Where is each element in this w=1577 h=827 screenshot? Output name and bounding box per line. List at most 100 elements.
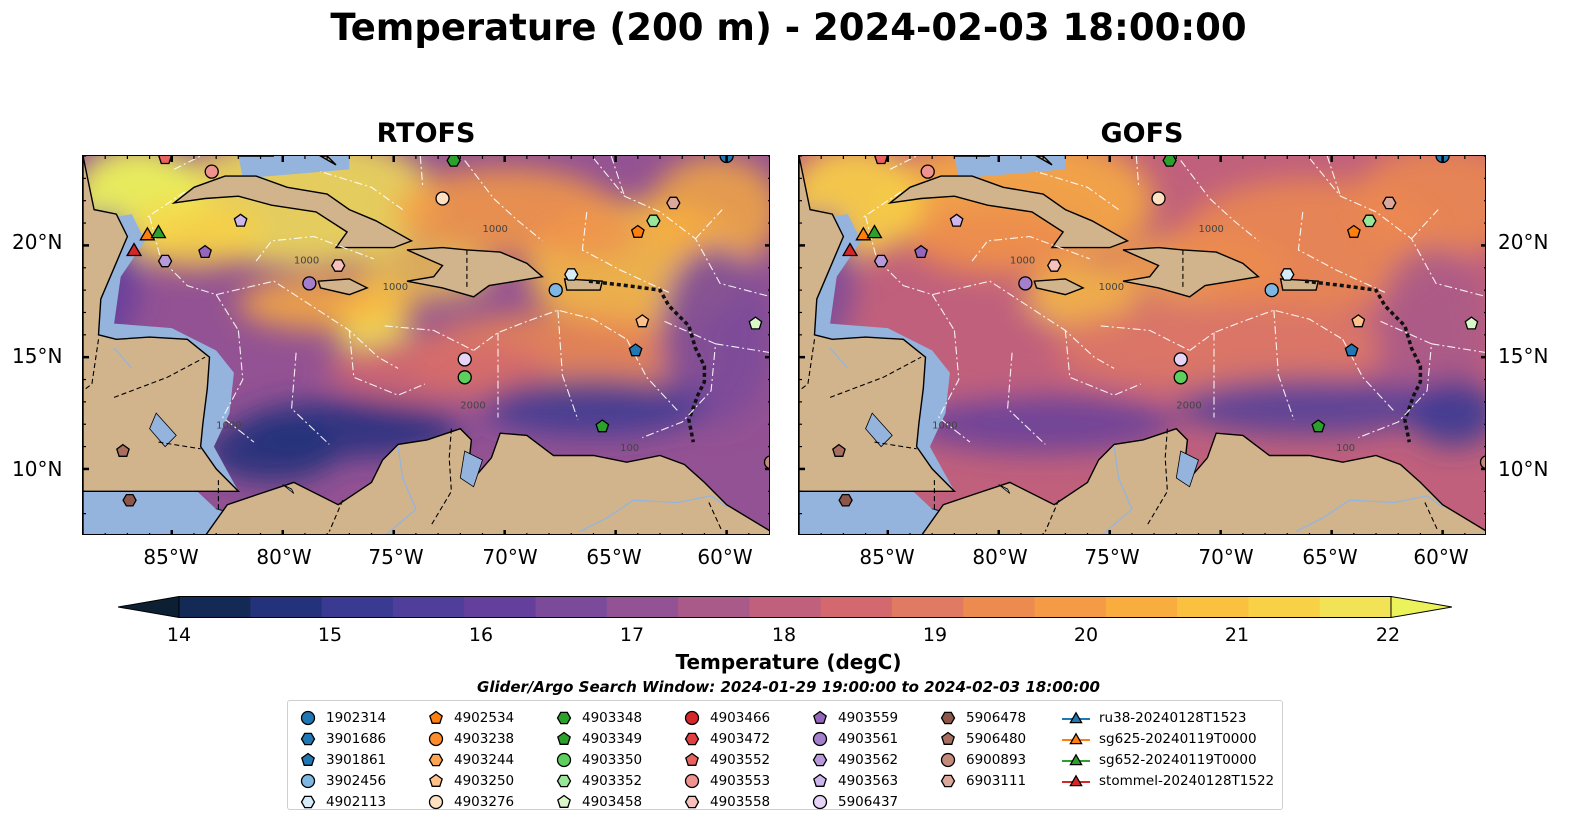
border-2 bbox=[874, 441, 917, 450]
marker-stommel-20240128T1522[interactable] bbox=[841, 242, 859, 257]
marker-4903563[interactable] bbox=[233, 213, 248, 227]
eez-boundary-15 bbox=[1358, 320, 1433, 439]
bathymetry-contour-label: 1000 bbox=[932, 421, 957, 432]
marker-4903561[interactable] bbox=[1018, 276, 1033, 291]
marker-stommel-20240128T1522[interactable] bbox=[125, 242, 143, 257]
marker-5906480[interactable] bbox=[116, 443, 130, 457]
marker-6903111[interactable] bbox=[1382, 196, 1397, 210]
legend-label: 4903350 bbox=[582, 751, 643, 768]
lake-2 bbox=[998, 484, 1011, 494]
marker-4903458[interactable] bbox=[1464, 316, 1479, 330]
colorbar-tick-14: 14 bbox=[166, 624, 192, 646]
marker-4902534[interactable] bbox=[1346, 224, 1361, 238]
marker-4903561[interactable] bbox=[302, 276, 317, 291]
eez-boundary-11 bbox=[581, 211, 670, 293]
legend-marker-icon bbox=[556, 752, 572, 767]
legend-marker-icon bbox=[684, 710, 700, 725]
legend-item: 4902113 bbox=[298, 791, 386, 812]
marker-sg652-20240119T0000[interactable] bbox=[866, 224, 883, 239]
marker-4903349[interactable] bbox=[1311, 419, 1326, 433]
marker-4903350[interactable] bbox=[457, 370, 472, 385]
marker-4903558[interactable] bbox=[330, 259, 346, 272]
marker-4903552[interactable] bbox=[158, 156, 173, 165]
figure-title: Temperature (200 m) - 2024-02-03 18:00:0… bbox=[330, 6, 1247, 49]
marker-4903563[interactable] bbox=[949, 213, 964, 227]
marker-sg652-20240119T0000[interactable] bbox=[150, 224, 167, 239]
colorbar-segment bbox=[891, 596, 964, 618]
marker-4903250[interactable] bbox=[1351, 314, 1366, 328]
gofs-temperature-map[interactable]: 1000 2000 100 1000 1000 1000 bbox=[798, 155, 1486, 535]
colorbar-tick-15: 15 bbox=[317, 624, 343, 646]
legend-marker-4903238 bbox=[428, 731, 444, 746]
marker-4903352[interactable] bbox=[646, 214, 661, 228]
marker-4903348[interactable] bbox=[446, 156, 461, 167]
marker-4903250[interactable] bbox=[635, 314, 650, 328]
lon-label-60w-left: 60°W bbox=[697, 545, 753, 569]
legend-marker-3902456 bbox=[300, 773, 316, 788]
marker-4903562[interactable] bbox=[157, 254, 173, 268]
legend-marker-4903466 bbox=[684, 710, 700, 725]
legend-item: 4903466 bbox=[682, 707, 770, 728]
legend-marker-icon bbox=[684, 732, 700, 745]
bathymetry-contour-label: 1000 bbox=[1099, 282, 1124, 293]
legend-marker-icon bbox=[428, 794, 444, 809]
marker-5906480[interactable] bbox=[832, 443, 846, 457]
marker-4903458[interactable] bbox=[748, 316, 763, 330]
legend-marker-icon bbox=[1062, 710, 1090, 723]
marker-4903559[interactable] bbox=[198, 244, 212, 259]
marker-4902534[interactable] bbox=[630, 224, 645, 238]
marker-3901861[interactable] bbox=[628, 343, 643, 357]
marker-4903553[interactable] bbox=[920, 164, 935, 179]
land-jamaica bbox=[317, 278, 369, 296]
marker-5906478[interactable] bbox=[122, 493, 137, 507]
legend-marker-icon bbox=[300, 732, 316, 745]
marker-6900893[interactable] bbox=[763, 455, 771, 470]
marker-6900893[interactable] bbox=[1479, 455, 1487, 470]
marker-4903553[interactable] bbox=[204, 164, 219, 179]
marker-4903276[interactable] bbox=[1151, 191, 1166, 206]
marker-4903559[interactable] bbox=[914, 244, 928, 259]
marker-4902113[interactable] bbox=[564, 268, 579, 281]
marker-4903276[interactable] bbox=[435, 191, 450, 206]
border-6 bbox=[708, 502, 723, 532]
marker-4902113[interactable] bbox=[1280, 268, 1295, 281]
marker-3902456[interactable] bbox=[548, 282, 563, 298]
legend-marker-icon bbox=[812, 731, 828, 746]
marker-5906478[interactable] bbox=[838, 493, 853, 507]
river-1 bbox=[1349, 495, 1443, 508]
colorbar-tick-20: 20 bbox=[1073, 624, 1099, 646]
marker-5906437[interactable] bbox=[1173, 352, 1188, 367]
marker-4903349[interactable] bbox=[595, 419, 610, 433]
legend-column: 4903559 4903561 4903562 4903563 5906437 bbox=[810, 707, 898, 812]
legend-marker-icon bbox=[684, 795, 700, 808]
marker-4903350[interactable] bbox=[1173, 370, 1188, 385]
border-4 bbox=[328, 499, 344, 532]
legend-marker-5906480 bbox=[941, 731, 955, 745]
marker-4903348[interactable] bbox=[1162, 156, 1177, 167]
marker-sg625-20240119T0000[interactable] bbox=[139, 226, 156, 241]
marker-sg625-20240119T0000[interactable] bbox=[855, 226, 872, 241]
marker-4903558[interactable] bbox=[1046, 259, 1062, 272]
eez-boundary-21 bbox=[1135, 156, 1140, 186]
bathymetry-contour-label: 100 bbox=[620, 443, 639, 454]
marker-4903552[interactable] bbox=[874, 156, 889, 165]
rtofs-temperature-map[interactable]: 1000 2000 100 1000 1000 1000 bbox=[82, 155, 770, 535]
legend-marker-icon bbox=[300, 773, 316, 788]
legend-label: 4903238 bbox=[454, 730, 515, 747]
lon-label-85w-left: 85°W bbox=[143, 545, 199, 569]
legend-item: 3901861 bbox=[298, 749, 386, 770]
colorbar-segment bbox=[1319, 596, 1392, 618]
legend-label: 4903553 bbox=[710, 772, 771, 789]
marker-4903352[interactable] bbox=[1362, 214, 1377, 228]
marker-5906437[interactable] bbox=[457, 352, 472, 367]
marker-6903111[interactable] bbox=[666, 196, 681, 210]
colorbar-segment bbox=[464, 596, 537, 618]
legend-item: 4903350 bbox=[554, 749, 642, 770]
legend-column: 4903348 4903349 4903350 4903352 4903458 bbox=[554, 707, 642, 812]
marker-4903562[interactable] bbox=[873, 254, 889, 268]
legend-item: ru38-20240128T1523 bbox=[1061, 707, 1274, 728]
marker-3902456[interactable] bbox=[1264, 282, 1279, 298]
colorbar-segment bbox=[535, 596, 608, 618]
legend-marker-icon bbox=[1062, 731, 1090, 744]
marker-3901861[interactable] bbox=[1344, 343, 1359, 357]
